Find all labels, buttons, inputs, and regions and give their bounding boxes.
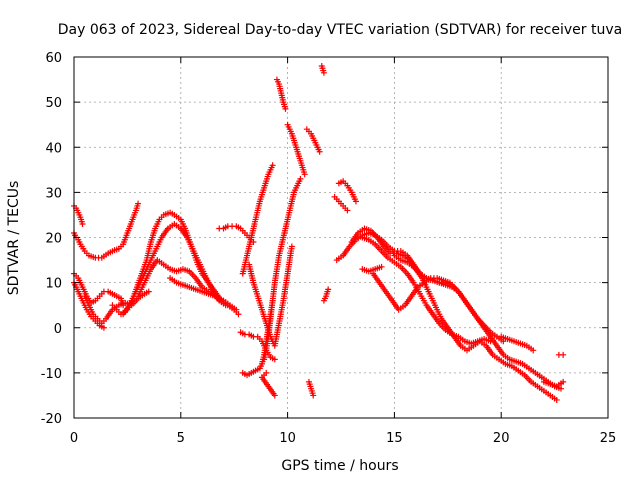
data-point-marker: [320, 69, 327, 76]
series-track-u: [320, 286, 332, 304]
y-tick-label: -20: [41, 412, 62, 427]
series-track-w: [331, 193, 351, 214]
data-point-marker: [282, 105, 289, 112]
series-track-ab: [359, 263, 385, 275]
data-point-marker: [378, 263, 385, 270]
data-point-marker: [325, 286, 332, 293]
series-track-b: [71, 200, 142, 261]
series-track-o: [261, 175, 304, 363]
series-track-i: [167, 275, 242, 318]
data-point-marker: [135, 200, 142, 207]
series-track-k: [237, 329, 278, 363]
data-point-marker: [560, 378, 567, 385]
y-tick-label: 50: [45, 96, 62, 111]
x-axis-label: GPS time / hours: [281, 458, 398, 474]
series-track-p: [273, 76, 289, 112]
series-track-ad: [391, 252, 507, 345]
series-track-t: [318, 63, 327, 76]
data-point-marker: [560, 351, 567, 358]
series-track-h: [135, 257, 240, 313]
y-tick-label: 20: [45, 232, 62, 247]
data-point-marker: [269, 162, 276, 169]
series-track-ac: [370, 270, 453, 313]
chart-title: Day 063 of 2023, Sidereal Day-to-day VTE…: [58, 22, 622, 38]
data-point-marker: [530, 347, 537, 354]
y-axis-label: SDTVAR / TECUs: [6, 181, 22, 296]
series-track-r: [303, 126, 323, 155]
data-point-marker: [316, 148, 323, 155]
series-track-v: [258, 369, 278, 399]
y-tick-label: 0: [54, 322, 62, 337]
data-point-marker: [288, 243, 295, 250]
data-point-marker: [553, 396, 560, 403]
x-tick-label: 0: [70, 431, 78, 446]
data-point-marker: [235, 311, 242, 318]
x-tick-label: 20: [493, 431, 510, 446]
y-tick-label: 40: [45, 141, 62, 156]
series-track-af: [540, 378, 567, 390]
y-tick-label: 60: [45, 51, 62, 66]
series-track-q: [284, 121, 308, 178]
data-point-marker: [100, 324, 107, 331]
data-point-marker: [344, 207, 351, 214]
x-tick-label: 25: [600, 431, 617, 446]
x-tick-label: 5: [177, 431, 185, 446]
y-tick-label: 30: [45, 186, 62, 201]
grid-lines: [74, 57, 608, 418]
data-point-marker: [301, 171, 308, 178]
series-track-aa: [359, 234, 494, 347]
data-point-marker: [145, 288, 152, 295]
data-point-marker: [79, 220, 86, 227]
series-track-l: [239, 162, 276, 277]
data-point-marker: [558, 385, 565, 392]
data-point-marker: [352, 198, 359, 205]
data-point-marker: [271, 392, 278, 399]
series-track-s: [305, 378, 317, 399]
data-point-marker: [487, 338, 494, 345]
series-track-ag: [555, 351, 567, 358]
data-point-marker: [310, 392, 317, 399]
x-tick-label: 10: [279, 431, 296, 446]
x-tick-label: 15: [386, 431, 403, 446]
y-tick-label: 10: [45, 277, 62, 292]
series-track-n: [246, 243, 295, 349]
data-point-marker: [271, 356, 278, 363]
y-tick-label: -10: [41, 367, 62, 382]
series-track-x: [335, 178, 359, 205]
axis-ticks: 0 5 10 15 20 25 -20 -10 0 10 20 30 40 50 60: [41, 51, 617, 446]
data-point-marker: [297, 175, 304, 182]
series-track-ae: [498, 333, 537, 354]
